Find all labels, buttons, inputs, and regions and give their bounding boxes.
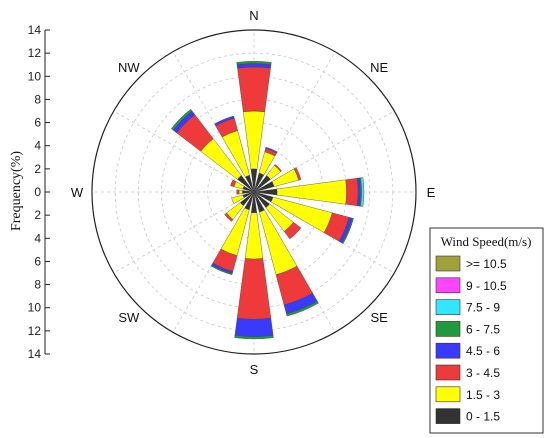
legend-swatch	[435, 364, 461, 381]
sector-bar-segment	[236, 258, 272, 320]
sector-bar-segment	[234, 335, 274, 340]
sector-bar-segment	[265, 147, 278, 154]
direction-label: SE	[370, 310, 388, 325]
sector-bar-segment	[224, 212, 234, 222]
tick-label: 2	[34, 162, 41, 176]
frequency-axis: 14 12 10 8 6 4 2 0 2 4 6 8 10 12 14	[28, 23, 50, 361]
sector-bar-segment	[214, 115, 235, 127]
sector-bar-segment	[236, 189, 240, 195]
sector-bar-segment	[243, 110, 265, 170]
direction-label: S	[250, 362, 259, 377]
direction-label: NE	[370, 60, 388, 75]
legend-label: 4.5 - 6	[466, 344, 500, 358]
sector-bar-segment	[341, 217, 354, 244]
tick-label: 12	[28, 46, 42, 60]
tick-label: 10	[28, 301, 42, 315]
tick-label: 4	[34, 231, 41, 245]
sector-bar-segment	[210, 264, 233, 275]
outer-circle	[91, 29, 417, 355]
sector-bar-segment	[234, 317, 274, 337]
y-axis-label: Frequency(%)	[9, 151, 24, 231]
legend-swatch	[435, 386, 461, 403]
tick-label: 6	[34, 116, 41, 130]
tick-label: 8	[34, 92, 41, 106]
legend-swatch	[435, 299, 461, 315]
sector-bar-segment	[274, 164, 282, 172]
direction-label: N	[249, 8, 258, 23]
legend: Wind Speed(m/s) >= 10.5 9 - 10.5 7.5 - 9 6 …	[429, 227, 544, 434]
sector-bar-segment	[231, 194, 245, 204]
sector-bar-segment	[345, 178, 359, 206]
legend-label: 9 - 10.5	[466, 279, 507, 293]
sector-bar-segment	[360, 177, 365, 207]
tick-label: 0	[34, 185, 41, 199]
grid-spoke	[113, 110, 255, 193]
legend-swatch	[435, 408, 461, 424]
sector-bar-segment	[244, 212, 264, 260]
legend-label: 0 - 1.5	[466, 410, 500, 424]
tick-label: 12	[28, 324, 42, 338]
sector-bar-segment	[170, 108, 193, 131]
direction-label: NW	[118, 60, 140, 75]
legend-swatch	[435, 255, 461, 272]
sector-bars	[170, 61, 365, 340]
tick-label: 6	[34, 254, 41, 268]
legend-label: 7.5 - 9	[466, 301, 500, 315]
legend-swatch	[435, 342, 461, 359]
tick-label: 14	[28, 347, 42, 361]
direction-label: E	[427, 185, 436, 200]
legend-title: Wind Speed(m/s)	[441, 234, 532, 249]
tick-label: 4	[34, 139, 41, 153]
sector-bar-segment	[236, 61, 272, 65]
tick-label: 2	[34, 208, 41, 222]
legend-items: >= 10.5 9 - 10.5 7.5 - 9 6 - 7.5 4.5 - 6 3 - …	[435, 255, 507, 424]
tick-label: 8	[34, 278, 41, 292]
sector-bar-segment	[237, 66, 271, 112]
tick-label: 14	[28, 23, 42, 37]
sector-bar-segment	[230, 179, 237, 187]
direction-label: W	[71, 185, 84, 200]
direction-label: SW	[118, 310, 140, 325]
legend-swatch	[435, 321, 461, 337]
legend-label: 3 - 4.5	[466, 366, 500, 380]
sector-bar-segment	[238, 189, 243, 195]
tick-label: 10	[28, 69, 42, 83]
sector-bar-segment	[286, 300, 319, 317]
legend-label: 6 - 7.5	[466, 322, 500, 336]
sector-bar-segment	[283, 221, 302, 240]
sector-bar-segment	[293, 167, 302, 181]
legend-label: >= 10.5	[466, 257, 507, 271]
legend-label: 1.5 - 3	[466, 388, 500, 402]
sector-bar-segment	[276, 179, 347, 205]
legend-swatch	[435, 277, 461, 294]
direction-labels: N NE E SE S SW W NW	[71, 8, 436, 377]
grid-spoke	[113, 191, 255, 274]
